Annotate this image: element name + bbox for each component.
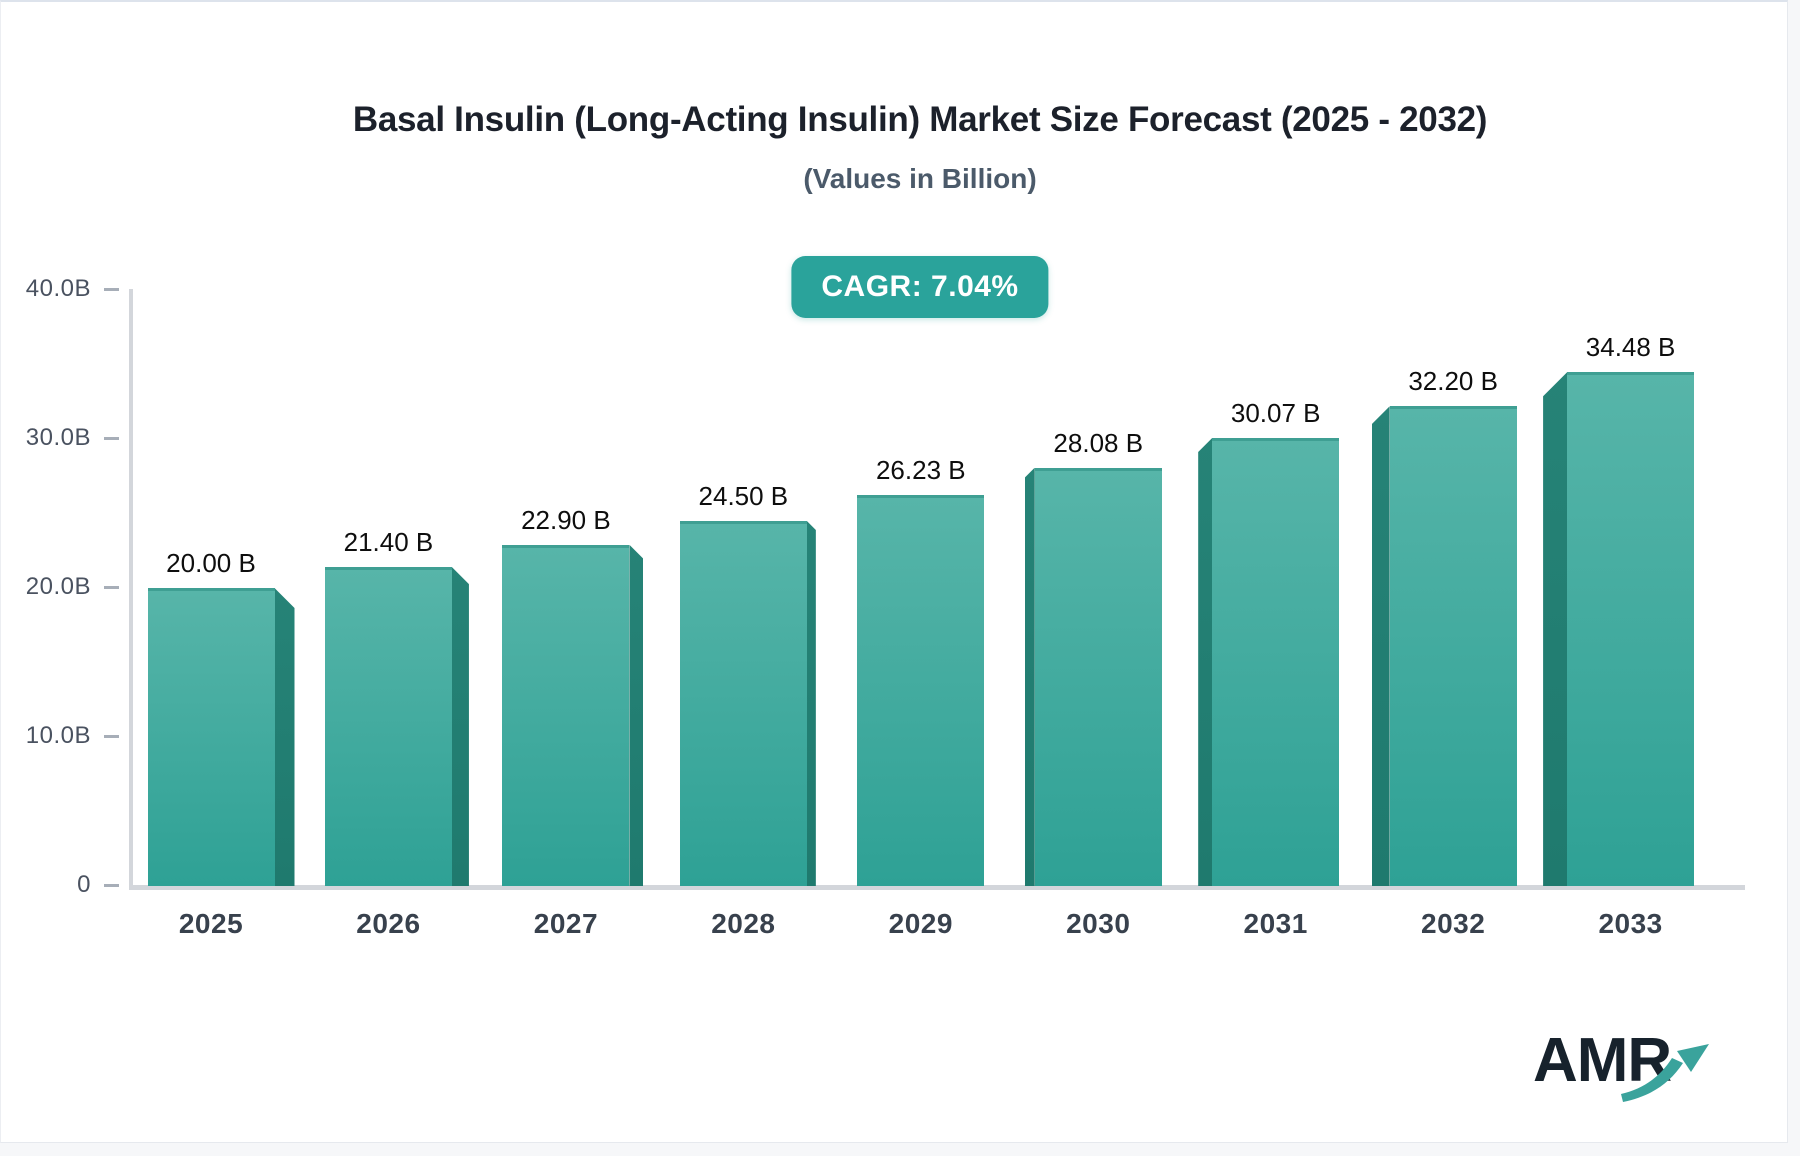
y-axis-tick <box>104 734 119 738</box>
y-axis-tick <box>104 883 119 887</box>
bar-value-label: 26.23 B <box>875 455 966 486</box>
x-axis-label: 2030 <box>1066 908 1131 939</box>
bar-front-face <box>147 588 275 886</box>
y-axis-line <box>129 289 133 888</box>
bar-value-label: 34.48 B <box>1585 332 1676 363</box>
bar-side-face <box>274 588 295 886</box>
bar-front-face <box>679 520 807 886</box>
bar-value-label: 24.50 B <box>698 480 789 511</box>
y-axis-label: 0 <box>77 871 91 898</box>
y-axis-tick <box>104 287 119 291</box>
bar[interactable]: 22.90 B <box>502 505 644 886</box>
bar-value-label: 21.40 B <box>343 527 434 558</box>
bar-front-face <box>857 495 985 886</box>
y-axis-label: 40.0B <box>25 275 91 302</box>
growth-arrow-icon <box>1621 1044 1709 1102</box>
bar-side-face <box>806 520 816 886</box>
bar-side-face <box>451 567 469 886</box>
bar-front-face <box>1389 406 1517 886</box>
x-axis-label: 2029 <box>888 908 953 939</box>
bar-front-face <box>324 567 452 886</box>
y-axis-label: 10.0B <box>25 722 91 749</box>
bar-side-face <box>629 544 644 886</box>
y-axis-label: 20.0B <box>25 573 91 600</box>
x-axis-label: 2028 <box>711 908 776 939</box>
bar[interactable]: 21.40 B <box>324 527 469 886</box>
bar[interactable]: 26.23 B <box>857 455 985 886</box>
bar-front-face <box>1212 437 1340 886</box>
bar[interactable]: 34.48 B <box>1543 332 1695 886</box>
x-axis-label: 2026 <box>356 908 421 939</box>
bar[interactable]: 30.07 B <box>1198 398 1340 886</box>
chart-subtitle: (Values in Billion) <box>803 163 1037 194</box>
bar-value-label: 28.08 B <box>1053 427 1144 458</box>
x-axis-label: 2027 <box>533 908 599 939</box>
bar-side-face <box>1371 406 1390 886</box>
logo-text: AMR <box>1533 1026 1672 1095</box>
bar-side-face <box>1024 467 1035 886</box>
bar-value-label: 22.90 B <box>521 504 611 535</box>
bar-value-label: 20.00 B <box>166 548 256 578</box>
bar-side-face <box>1198 437 1213 886</box>
plot-area: 40.0B 30.0B 20.0B 10.0B 0 20.00 B 21.40 B 22.9… <box>1 2 1787 1142</box>
y-axis-tick <box>104 585 119 589</box>
x-axis-label: 2032 <box>1420 908 1486 939</box>
bar[interactable]: 24.50 B <box>679 481 816 886</box>
bar[interactable]: 28.08 B <box>1024 428 1162 886</box>
amr-logo: AMR <box>1533 1030 1713 1120</box>
bar[interactable]: 20.00 B <box>147 548 295 886</box>
bar-side-face <box>1543 372 1568 886</box>
x-axis-label: 2025 <box>178 908 244 939</box>
chart-title: Basal Insulin (Long-Acting Insulin) Mark… <box>352 100 1488 139</box>
x-axis-label: 2031 <box>1243 908 1308 939</box>
y-axis-label: 30.0B <box>25 424 91 451</box>
bar[interactable]: 32.20 B <box>1371 366 1517 886</box>
bar-front-face <box>1567 372 1695 886</box>
y-axis-tick <box>104 436 119 440</box>
x-axis-label: 2033 <box>1598 908 1663 939</box>
bar-value-label: 30.07 B <box>1230 397 1321 428</box>
bar-front-face <box>502 544 630 886</box>
x-axis-line <box>129 885 1745 890</box>
cagr-badge: CAGR: 7.04% <box>791 256 1049 318</box>
bar-value-label: 32.20 B <box>1408 366 1498 397</box>
bar-front-face <box>1034 467 1162 886</box>
